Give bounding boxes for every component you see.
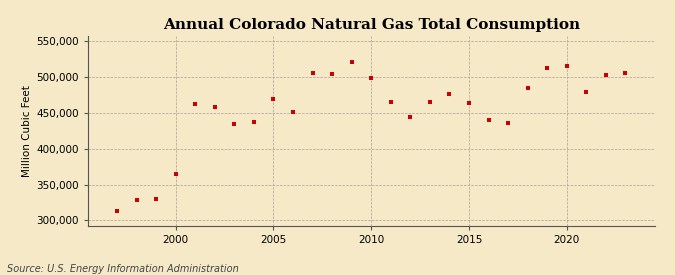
Text: Source: U.S. Energy Information Administration: Source: U.S. Energy Information Administ… bbox=[7, 264, 238, 274]
Point bbox=[385, 100, 396, 104]
Point bbox=[581, 89, 592, 94]
Point bbox=[131, 198, 142, 203]
Point bbox=[620, 71, 631, 75]
Point bbox=[288, 110, 298, 115]
Point bbox=[346, 59, 357, 64]
Point bbox=[425, 100, 435, 104]
Point bbox=[562, 64, 572, 68]
Point bbox=[229, 122, 240, 126]
Point bbox=[268, 97, 279, 102]
Point bbox=[190, 102, 200, 107]
Point bbox=[542, 66, 553, 70]
Point bbox=[405, 115, 416, 120]
Point bbox=[503, 121, 514, 125]
Point bbox=[248, 119, 259, 124]
Point bbox=[464, 101, 475, 105]
Title: Annual Colorado Natural Gas Total Consumption: Annual Colorado Natural Gas Total Consum… bbox=[163, 18, 580, 32]
Point bbox=[111, 209, 122, 213]
Point bbox=[209, 105, 220, 109]
Point bbox=[366, 76, 377, 80]
Point bbox=[307, 71, 318, 75]
Point bbox=[483, 118, 494, 122]
Point bbox=[151, 197, 161, 201]
Point bbox=[327, 72, 338, 76]
Point bbox=[444, 92, 455, 97]
Point bbox=[170, 172, 181, 176]
Point bbox=[601, 73, 612, 77]
Y-axis label: Million Cubic Feet: Million Cubic Feet bbox=[22, 85, 32, 177]
Point bbox=[522, 86, 533, 90]
